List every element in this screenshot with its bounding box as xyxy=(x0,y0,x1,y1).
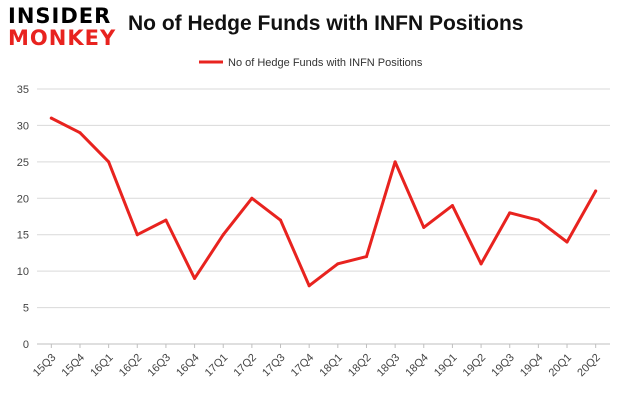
y-tick-label: 35 xyxy=(17,84,29,96)
data-point xyxy=(393,160,397,164)
x-tick-label: 19Q2 xyxy=(461,352,489,380)
data-point xyxy=(135,233,139,237)
data-point xyxy=(594,189,598,193)
data-point xyxy=(508,211,512,215)
y-tick-label: 5 xyxy=(23,303,29,315)
data-point xyxy=(107,160,111,164)
x-tick-label: 16Q2 xyxy=(117,352,145,380)
x-tick-label: 16Q1 xyxy=(88,352,116,380)
chart-title: No of Hedge Funds with INFN Positions xyxy=(128,12,524,35)
x-tick-label: 17Q3 xyxy=(260,352,288,380)
data-point xyxy=(565,240,569,244)
grid-lines xyxy=(37,88,610,309)
y-tick-label: 20 xyxy=(17,193,29,205)
x-tick-label: 19Q4 xyxy=(518,352,546,380)
x-tick-label: 19Q3 xyxy=(489,352,517,380)
logo-text-insider: INSIDER xyxy=(8,4,112,28)
x-tick-label: 16Q3 xyxy=(146,352,174,380)
y-tick-label: 30 xyxy=(17,120,29,132)
data-point xyxy=(193,276,197,280)
data-point xyxy=(422,225,426,229)
data-point xyxy=(479,262,483,266)
x-axis-tick-labels: 15Q3 15Q4 16Q1 16Q2 16Q3 16Q4 17Q1 17Q2 17Q3 17Q4… xyxy=(31,352,603,380)
logo-text-monkey: MONKEY xyxy=(8,26,117,50)
series-line xyxy=(49,116,598,288)
data-point xyxy=(279,218,283,222)
data-point xyxy=(164,218,168,222)
y-tick-label: 15 xyxy=(17,230,29,242)
x-tick-label: 17Q4 xyxy=(289,352,317,380)
data-point xyxy=(221,233,225,237)
x-tick-label: 15Q4 xyxy=(60,352,88,380)
legend-label: No of Hedge Funds with INFN Positions xyxy=(228,57,423,69)
x-tick-label: 20Q1 xyxy=(547,352,575,380)
data-point xyxy=(336,262,340,266)
x-tick-label: 17Q2 xyxy=(231,352,259,380)
series-group xyxy=(49,116,598,288)
axes xyxy=(37,343,610,348)
y-tick-label: 10 xyxy=(17,266,29,278)
x-tick-label: 16Q4 xyxy=(174,352,202,380)
x-tick-label: 18Q4 xyxy=(403,352,431,380)
data-point xyxy=(307,284,311,288)
data-point xyxy=(450,204,454,208)
legend: No of Hedge Funds with INFN Positions xyxy=(199,57,423,69)
x-tick-label: 20Q2 xyxy=(575,352,603,380)
data-point xyxy=(364,255,368,259)
data-point xyxy=(536,218,540,222)
data-point xyxy=(49,116,53,120)
x-tick-label: 15Q3 xyxy=(31,352,59,380)
y-tick-label: 0 xyxy=(23,339,29,351)
x-tick-label: 19Q1 xyxy=(432,352,460,380)
x-tick-label: 17Q1 xyxy=(203,352,231,380)
y-axis-tick-labels: 0 5 10 15 20 25 30 35 xyxy=(17,84,29,351)
x-tick-label: 18Q3 xyxy=(375,352,403,380)
data-point xyxy=(250,196,254,200)
data-point xyxy=(78,131,82,135)
insider-monkey-logo: INSIDER MONKEY xyxy=(8,6,118,49)
x-tick-label: 18Q1 xyxy=(317,352,345,380)
x-tick-label: 18Q2 xyxy=(346,352,374,380)
y-tick-label: 25 xyxy=(17,157,29,169)
